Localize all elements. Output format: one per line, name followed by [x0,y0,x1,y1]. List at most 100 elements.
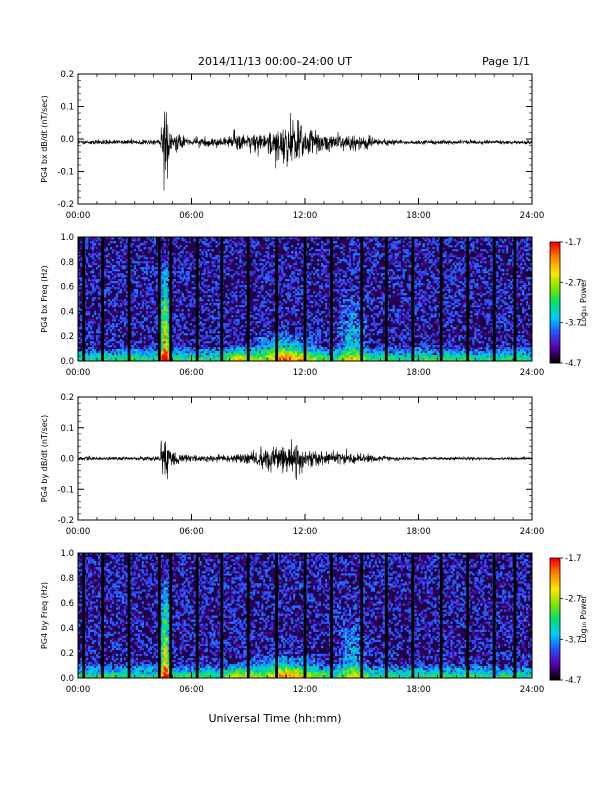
spectrogram-cell [147,355,151,358]
spectrogram-cell [265,295,268,298]
spectrogram-cell [297,327,300,330]
spectrogram-cell [185,353,188,356]
spectrogram-cell [285,347,288,350]
spectrogram-cell [356,263,360,266]
spectrogram-cell [193,325,196,328]
spectrogram-cell [326,327,330,330]
spectrogram-cell [350,279,354,282]
spectrogram-cell [107,353,111,356]
spectrogram-cell [336,323,340,326]
spectrogram-cell [143,261,147,264]
spectrogram-cell [241,305,244,308]
spectrogram-cell [181,349,184,352]
spectrogram-cell [159,291,162,294]
spectrogram-cell [175,281,178,284]
spectrogram-cell [281,285,284,288]
spectrogram-cell [253,287,256,290]
spectrogram-cell [297,303,300,306]
spectrogram-cell [348,327,352,330]
spectrogram-cell [103,343,107,346]
spectrogram-cell [197,307,200,310]
spectrogram-cell [245,305,248,308]
spectrogram-cell [167,265,170,268]
spectrogram-cell [189,351,192,354]
spectrogram-cell [187,313,190,316]
spectrogram-cell [265,261,268,264]
spectrogram-cell [109,251,113,254]
spectrogram-cell [293,319,296,322]
spectrogram-cell [105,255,109,258]
spectrogram-cell [233,293,236,296]
spectrogram-cell [277,333,280,336]
spectrogram-cell [229,269,232,272]
spectrogram-cell [121,285,125,288]
spectrogram-cell [161,277,164,280]
spectrogram-cell [167,349,170,352]
spectrogram-cell [207,341,210,344]
spectrogram-cell [251,275,254,278]
spectrogram-cell [215,241,218,244]
spectrogram-cell [348,319,352,322]
spectrogram-cell [354,345,358,348]
spectrogram-cell [139,243,143,246]
spectrogram-cell [316,359,320,362]
spectrogram-cell [89,255,93,258]
spectrogram-cell [289,285,292,288]
spectrogram-cell [352,337,356,340]
spectrogram-cell [287,307,290,310]
spectrogram-cell [324,357,328,360]
spectrogram-cell [336,281,340,284]
spectrogram-cell [229,305,232,308]
spectrogram-cell [263,329,266,332]
spectrogram-cell [185,315,188,318]
spectrogram-cell [85,345,89,348]
spectrogram-cell [79,317,83,320]
spectrogram-cell [121,351,125,354]
spectrogram-cell [119,343,123,346]
spectrogram-cell [259,319,262,322]
spectrogram-cell [129,245,133,248]
spectrogram-cell [119,297,123,300]
spectrogram-cell [161,335,164,338]
spectrogram-cell [113,277,117,280]
spectrogram-cell [155,263,158,266]
spectrogram-cell [117,299,121,302]
spectrogram-cell [336,345,340,348]
spectrogram-cell [241,335,244,338]
spectrogram-cell [281,237,284,240]
spectrogram-cell [187,349,190,352]
spectrogram-cell [115,255,119,258]
spectrogram-cell [83,305,87,308]
spectrogram-cell [155,273,158,276]
spectrogram-cell [295,267,298,270]
spectrogram-cell [199,353,202,356]
spectrogram-cell [167,271,170,274]
spectrogram-cell [318,297,322,300]
spectrogram-cell [191,261,194,264]
spectrogram-cell [291,307,294,310]
spectrogram-cell [291,321,294,324]
spectrogram-cell [163,239,166,242]
spectrogram-cell [231,311,234,314]
spectrogram-cell [243,305,246,308]
spectrogram-cell [253,305,256,308]
spectrogram-cell [213,259,216,262]
spectrogram-cell [117,275,121,278]
spectrogram-cell [225,313,228,316]
spectrogram-cell [245,251,248,254]
spectrogram-cell [119,245,123,248]
spectrogram-cell [332,289,336,292]
spectrogram-cell [177,257,180,260]
spectrogram-cell [269,311,272,314]
spectrogram-cell [293,359,296,362]
spectrogram-cell [352,339,356,342]
spectrogram-cell [348,339,352,342]
spectrogram-cell [291,323,294,326]
spectrogram-cell [253,327,256,330]
spectrogram-cell [301,271,304,274]
spectrogram-cell [123,351,127,354]
spectrogram-cell [322,289,326,292]
spectrogram-cell [159,325,162,328]
spectrogram-cell [316,311,320,314]
